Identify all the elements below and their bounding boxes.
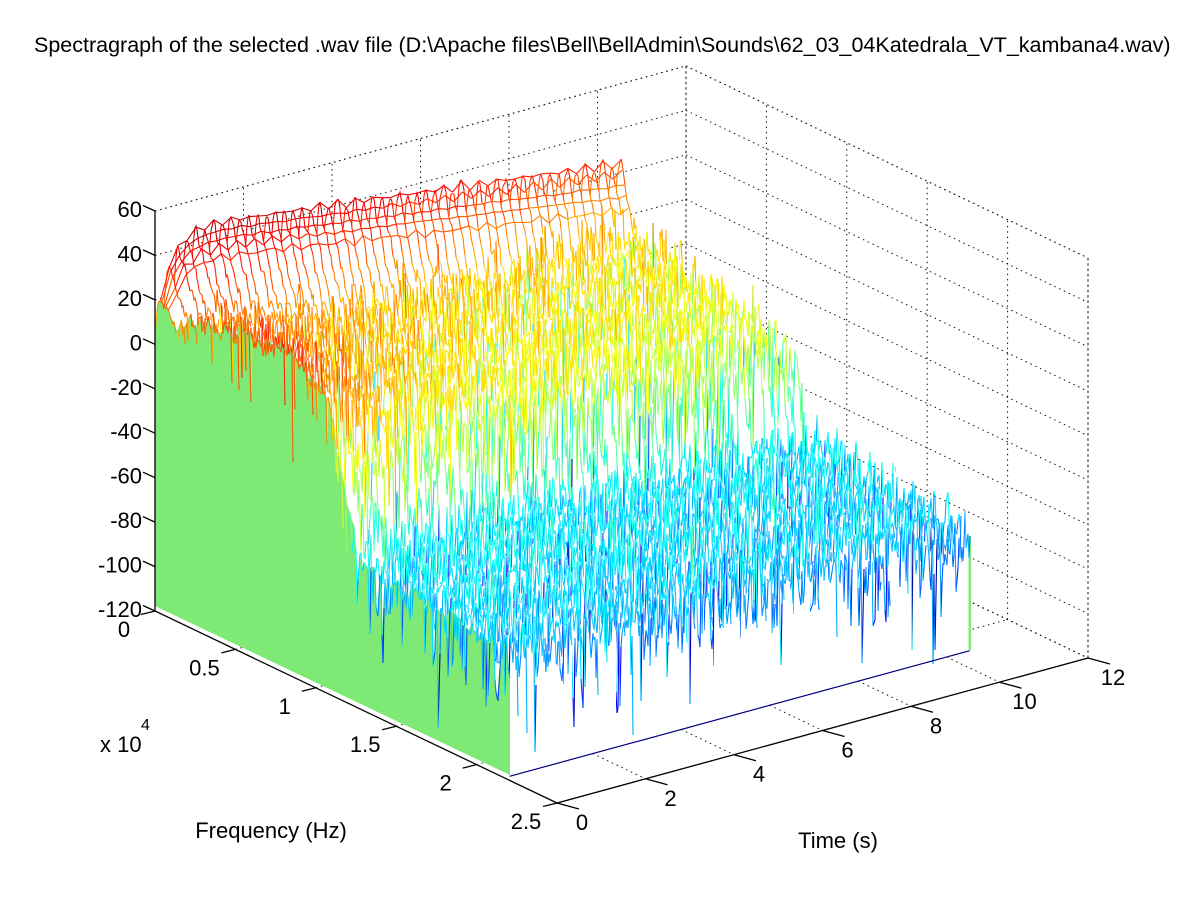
svg-text:0: 0: [576, 810, 588, 835]
svg-text:Frequency (Hz): Frequency (Hz): [195, 818, 347, 843]
svg-text:8: 8: [930, 713, 942, 738]
svg-text:0: 0: [130, 330, 142, 355]
svg-text:-100: -100: [98, 553, 142, 578]
svg-text:2.5: 2.5: [511, 809, 542, 834]
svg-text:1.5: 1.5: [350, 732, 381, 757]
svg-text:0.5: 0.5: [189, 655, 220, 680]
svg-text:2: 2: [439, 771, 451, 796]
svg-text:2: 2: [664, 786, 676, 811]
svg-text:Time (s): Time (s): [798, 828, 878, 853]
svg-text:4: 4: [753, 762, 765, 787]
svg-text:1: 1: [279, 694, 291, 719]
svg-text:x 10: x 10: [100, 732, 142, 757]
svg-text:0: 0: [118, 617, 130, 642]
svg-text:12: 12: [1101, 665, 1125, 690]
svg-text:-80: -80: [110, 508, 142, 533]
svg-text:10: 10: [1012, 689, 1036, 714]
svg-text:6: 6: [841, 738, 853, 763]
svg-text:60: 60: [118, 197, 142, 222]
svg-text:Spectragraph of the selected .: Spectragraph of the selected .wav file (…: [34, 33, 1171, 57]
svg-text:-20: -20: [110, 375, 142, 400]
svg-text:40: 40: [118, 241, 142, 266]
svg-text:-60: -60: [110, 464, 142, 489]
svg-text:20: 20: [118, 286, 142, 311]
svg-text:-40: -40: [110, 419, 142, 444]
svg-text:4: 4: [141, 717, 150, 734]
